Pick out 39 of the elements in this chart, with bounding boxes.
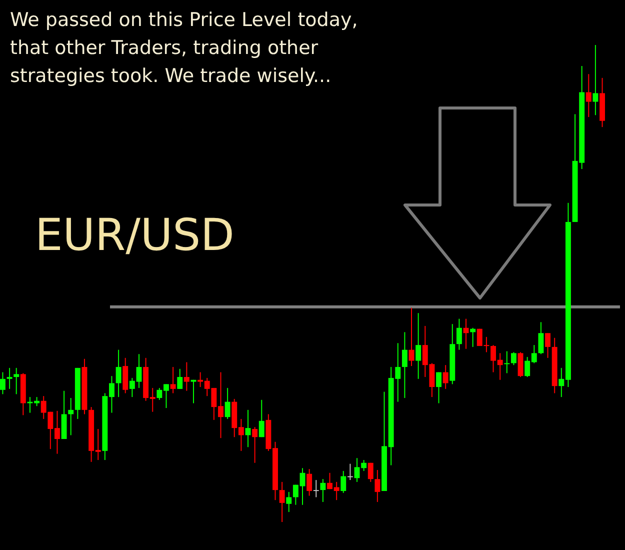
candlestick (68, 397, 74, 436)
candlestick (347, 463, 353, 481)
candlestick (442, 364, 448, 390)
candlestick (245, 409, 251, 448)
candlestick (504, 350, 510, 374)
candlestick (586, 74, 592, 118)
candlestick (116, 349, 122, 398)
candlestick (416, 312, 422, 380)
candlestick (224, 387, 230, 420)
candlestick (286, 491, 292, 512)
candlestick (0, 372, 6, 395)
candlestick (190, 379, 196, 404)
candlestick (122, 357, 128, 394)
candlestick (258, 399, 264, 438)
candlestick (408, 307, 414, 367)
candlestick (470, 327, 476, 348)
candlestick (518, 352, 524, 378)
candlestick (368, 462, 374, 482)
annotation: We passed on this Price Level today, that other Traders, trading other strategies took. We trade wisely... (10, 9, 358, 87)
candlestick (14, 367, 20, 395)
candlestick (252, 426, 258, 464)
candlestick (436, 372, 442, 404)
candlestick (545, 332, 550, 358)
candlestick (177, 368, 183, 390)
candlestick (340, 470, 346, 494)
candlestick (279, 481, 285, 522)
candlestick (402, 332, 408, 398)
candlestick (510, 352, 516, 366)
candlestick (306, 468, 312, 496)
candlestick (184, 362, 190, 392)
text: EUR/USD (35, 210, 234, 261)
candlestick (456, 318, 462, 350)
candlestick (6, 367, 12, 390)
candlestick (170, 366, 176, 394)
candlestick (374, 470, 380, 502)
candlestick (313, 480, 319, 498)
candlestick (592, 44, 598, 116)
candlestick (320, 478, 326, 502)
candlestick (538, 322, 544, 355)
